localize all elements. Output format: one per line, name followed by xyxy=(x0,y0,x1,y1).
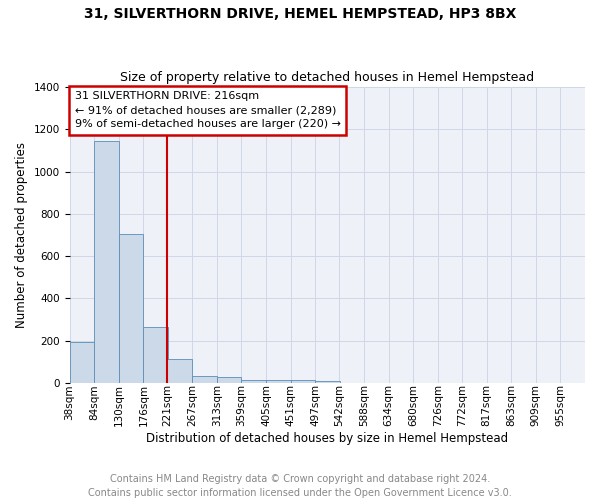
Bar xyxy=(241,380,266,383)
Bar xyxy=(143,327,168,383)
Bar xyxy=(70,342,94,383)
Bar xyxy=(290,380,315,383)
Bar xyxy=(315,381,340,383)
Y-axis label: Number of detached properties: Number of detached properties xyxy=(15,142,28,328)
Bar xyxy=(94,141,119,383)
Title: Size of property relative to detached houses in Hemel Hempstead: Size of property relative to detached ho… xyxy=(120,72,535,85)
Text: 31 SILVERTHORN DRIVE: 216sqm
← 91% of detached houses are smaller (2,289)
9% of : 31 SILVERTHORN DRIVE: 216sqm ← 91% of de… xyxy=(74,92,341,130)
Text: Contains HM Land Registry data © Crown copyright and database right 2024.
Contai: Contains HM Land Registry data © Crown c… xyxy=(88,474,512,498)
Bar xyxy=(167,358,192,383)
Bar xyxy=(217,377,241,383)
Text: 31, SILVERTHORN DRIVE, HEMEL HEMPSTEAD, HP3 8BX: 31, SILVERTHORN DRIVE, HEMEL HEMPSTEAD, … xyxy=(84,8,516,22)
Bar xyxy=(119,234,143,383)
Bar xyxy=(266,380,290,383)
Bar xyxy=(192,376,217,383)
X-axis label: Distribution of detached houses by size in Hemel Hempstead: Distribution of detached houses by size … xyxy=(146,432,508,445)
